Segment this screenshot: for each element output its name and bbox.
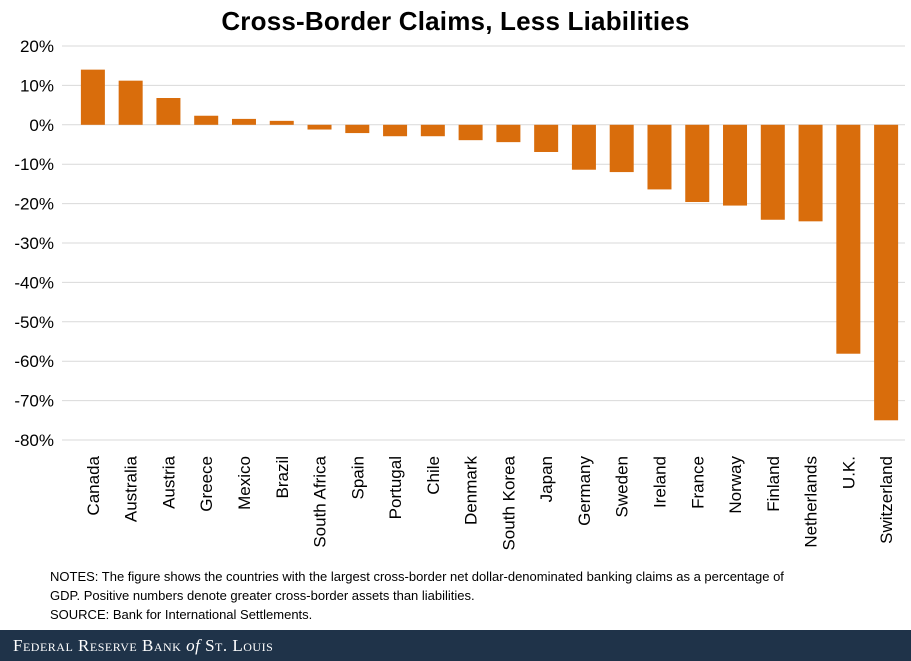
x-category-label: Netherlands [802,456,821,548]
y-tick-label: 20% [20,37,54,56]
bar-austria [156,98,181,125]
bar-canada [80,69,105,125]
x-category-label: France [688,456,707,509]
x-category-label: Australia [122,455,141,522]
bar-switzerland [874,124,899,421]
y-tick-label: -30% [14,234,54,253]
x-axis-category-labels: Canada Australia Austria Greece Mexico Brazil… [84,455,896,550]
bar-sweden [609,124,634,173]
bar-u-k [836,124,861,354]
x-category-label: Spain [348,456,367,499]
footer-logo-text-suffix: St. Louis [205,636,274,655]
y-tick-label: -40% [14,273,54,292]
x-category-label: Japan [537,456,556,502]
bar-greece [194,115,219,125]
notes-line-2: GDP. Positive numbers denote greater cro… [50,588,475,603]
y-tick-label: -20% [14,195,54,214]
bar-south-africa [307,124,332,130]
x-category-label: Finland [764,456,783,512]
source-line: SOURCE: Bank for International Settlemen… [50,607,313,622]
x-category-label: Brazil [273,456,292,499]
x-category-label: Norway [726,456,745,514]
bar-finland [760,124,785,220]
bar-portugal [383,124,408,137]
bar-japan [534,124,559,152]
gridlines [62,45,905,441]
bar-spain [345,124,370,134]
x-category-label: Portugal [386,456,405,519]
x-category-label: Mexico [235,456,254,510]
y-tick-label: 0% [29,116,54,135]
x-category-label: South Africa [311,455,330,547]
footer-logo-text-of: of [186,636,201,655]
x-category-label: Denmark [462,456,481,525]
bar-ireland [647,124,672,190]
bar-france [685,124,710,203]
bar-mexico [231,118,256,125]
x-category-label: Switzerland [877,456,896,544]
bars [80,69,899,421]
x-category-label: Canada [84,455,103,515]
y-tick-label: -60% [14,352,54,371]
x-category-label: U.K. [839,456,858,489]
x-category-label: Sweden [613,456,632,517]
x-category-label: Ireland [650,456,669,508]
bar-denmark [458,124,483,141]
bar-australia [118,80,143,125]
y-tick-label: -10% [14,155,54,174]
x-category-label: Austria [159,455,178,508]
bar-germany [571,124,596,170]
bar-south-korea [496,124,521,143]
footer-bar: Federal Reserve Bank of St. Louis [0,630,911,661]
footer-logo-text-prefix: Federal Reserve Bank [13,636,182,655]
x-category-label: Germany [575,456,594,526]
y-tick-label: -70% [14,392,54,411]
x-category-label: South Korea [499,455,518,550]
y-tick-label: -80% [14,431,54,450]
y-tick-label: 10% [20,76,54,95]
x-category-label: Chile [424,456,443,495]
y-axis-tick-labels: 20% 10% 0% -10% -20% -30% -40% -50% -60% -70% -80% [14,37,54,450]
bar-netherlands [798,124,823,222]
x-category-label: Greece [197,456,216,512]
chart-title: Cross-Border Claims, Less Liabilities [221,6,690,36]
bar-chart: 20% 10% 0% -10% -20% -30% -40% -50% -60% -70% -80%… [14,37,905,551]
bar-norway [723,124,748,206]
notes-line-1: NOTES: The figure shows the countries wi… [50,569,784,584]
bar-brazil [269,120,294,125]
chart-notes: NOTES: The figure shows the countries wi… [50,567,890,624]
y-tick-label: -50% [14,313,54,332]
bar-chile [420,124,445,137]
